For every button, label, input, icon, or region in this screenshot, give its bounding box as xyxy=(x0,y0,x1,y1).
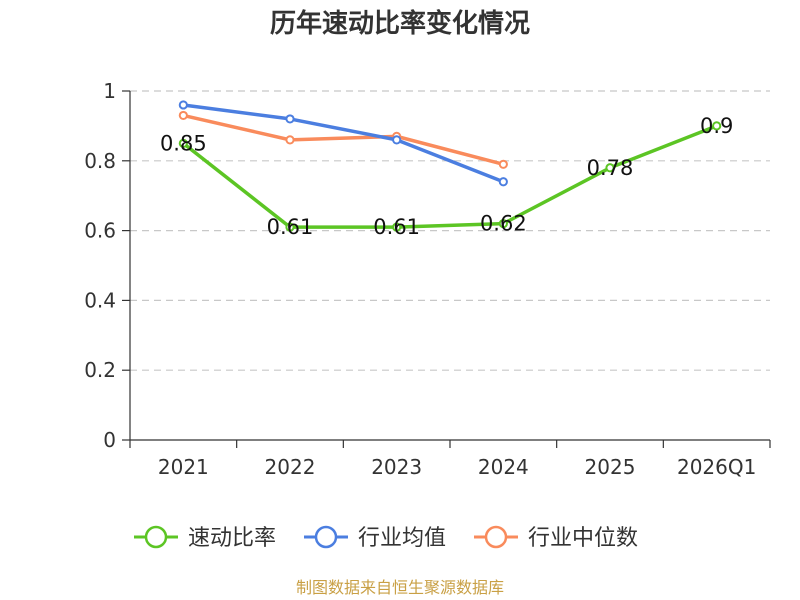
grid-lines xyxy=(130,90,770,371)
x-tick-label: 2023 xyxy=(371,455,422,479)
series-line xyxy=(182,113,504,166)
y-tick-label: 1 xyxy=(103,79,116,103)
x-tick-label: 2025 xyxy=(585,455,636,479)
y-tick-label: 0 xyxy=(103,428,116,452)
data-label: 0.61 xyxy=(373,215,420,239)
series-lines xyxy=(178,100,722,232)
data-labels: 0.85 0.61 0.61 0.62 0.78 0.9 xyxy=(160,114,733,239)
data-point[interactable] xyxy=(392,135,402,145)
legend-item[interactable]: 速动比率 xyxy=(134,525,276,551)
data-label: 0.62 xyxy=(480,212,527,236)
data-label: 0.85 xyxy=(160,131,207,155)
data-point[interactable] xyxy=(178,138,188,148)
legend-marker xyxy=(144,525,168,549)
legend-item[interactable]: 行业中位数 xyxy=(474,525,638,551)
y-tick-label: 0.8 xyxy=(84,149,116,173)
data-point[interactable] xyxy=(498,219,508,229)
legend-label: 速动比率 xyxy=(188,526,276,551)
y-tick-label: 0.4 xyxy=(84,288,116,312)
x-tick-label: 2021 xyxy=(158,455,209,479)
chart-title: 历年速动比率变化情况 xyxy=(270,8,530,39)
x-tick-label: 2026Q1 xyxy=(677,455,756,479)
data-label: 0.61 xyxy=(267,215,314,239)
data-point[interactable] xyxy=(498,177,508,187)
data-point[interactable] xyxy=(498,159,508,169)
data-point[interactable] xyxy=(285,114,295,124)
legend: 速动比率 行业均值 行业中位数 xyxy=(134,525,638,551)
series-line xyxy=(182,124,718,229)
legend-marker xyxy=(484,525,508,549)
legend-item[interactable]: 行业均值 xyxy=(304,525,446,551)
source-note: 制图数据来自恒生聚源数据库 xyxy=(296,578,504,597)
data-point[interactable] xyxy=(285,135,295,145)
data-point[interactable] xyxy=(392,222,402,232)
y-tick-label: 0.6 xyxy=(84,219,116,243)
x-tick-label: 2024 xyxy=(478,455,529,479)
legend-marker xyxy=(314,525,338,549)
data-point[interactable] xyxy=(178,110,188,121)
x-tick-label: 2022 xyxy=(265,455,316,479)
data-label: 0.78 xyxy=(587,156,634,180)
axes: 0 0.2 0.4 0.6 0.8 1 2021 2022 2023 2024 2025 2026Q1 xyxy=(84,79,771,479)
data-point[interactable] xyxy=(605,163,615,173)
legend-label: 行业中位数 xyxy=(528,526,638,551)
data-label: 0.9 xyxy=(700,114,733,138)
series-line xyxy=(183,103,504,184)
y-tick-label: 0.2 xyxy=(84,358,116,382)
data-point[interactable] xyxy=(712,121,722,131)
legend-label: 行业均值 xyxy=(358,526,446,551)
data-point[interactable] xyxy=(178,100,188,110)
data-point[interactable] xyxy=(285,222,295,232)
